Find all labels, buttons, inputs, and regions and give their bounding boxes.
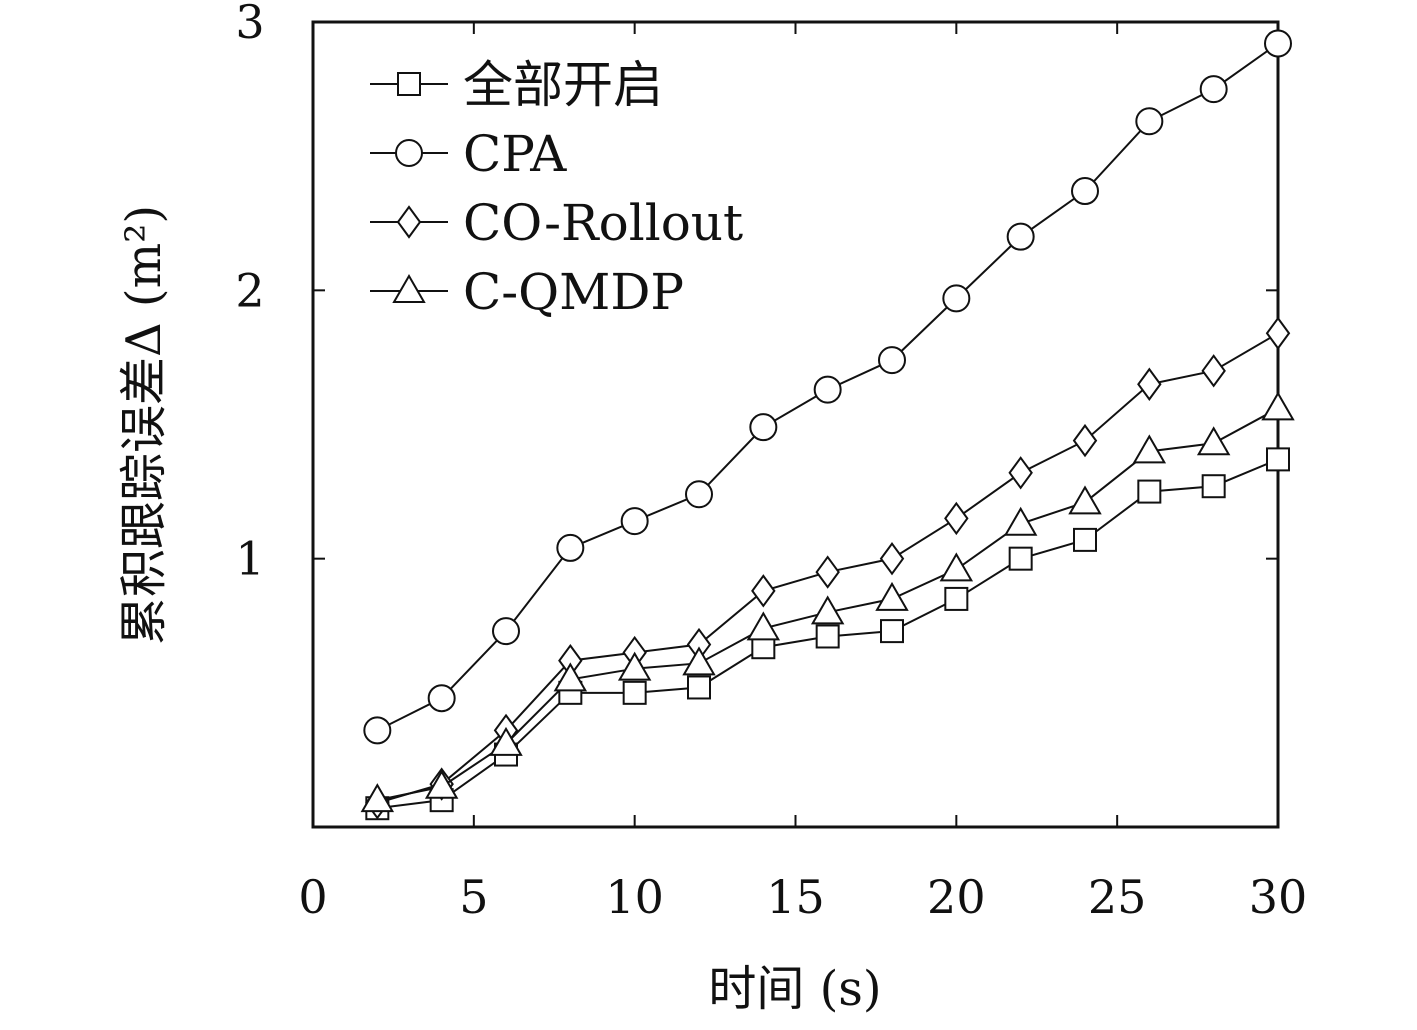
data-point-triangle <box>424 769 459 799</box>
x-tick-label: 25 <box>1088 870 1147 924</box>
y-tick-label: 1 <box>235 532 264 586</box>
data-point-circle <box>1199 75 1228 104</box>
data-point-diamond <box>1008 456 1033 490</box>
data-point-square <box>1073 527 1097 552</box>
data-point-triangle <box>489 726 523 756</box>
data-point-circle <box>1006 222 1035 251</box>
data-point-triangle <box>360 783 395 813</box>
data-point-circle <box>1071 177 1099 206</box>
data-point-circle <box>942 284 971 313</box>
data-point-diamond <box>751 574 776 608</box>
legend-marker-diamond <box>396 205 422 239</box>
data-point-square <box>944 586 969 611</box>
data-point-circle <box>427 684 456 713</box>
axis-ticks <box>313 22 1278 827</box>
legend-item: CO-Rollout <box>370 194 743 252</box>
x-tick-label: 20 <box>927 870 986 924</box>
data-point-square <box>1137 479 1162 504</box>
data-point-square <box>622 680 647 705</box>
data-point-circle <box>363 716 392 745</box>
data-point-triangle <box>553 662 588 692</box>
data-point-square <box>1008 546 1033 571</box>
data-point-circle <box>878 346 906 375</box>
data-point-square <box>1266 447 1290 472</box>
x-tick-label: 30 <box>1249 870 1308 924</box>
data-point-triangle <box>939 552 974 582</box>
data-point-circle <box>749 413 778 442</box>
data-point-triangle <box>682 646 716 676</box>
data-point-triangle <box>1261 391 1295 421</box>
data-point-square <box>1201 474 1226 499</box>
tick-labels: 0 5 10 15 20 25 30 1 2 3 <box>235 0 1307 924</box>
legend-label: CPA <box>463 125 567 183</box>
series-group <box>360 29 1295 821</box>
legend-item: C-QMDP <box>370 263 684 321</box>
data-point-square <box>687 675 711 700</box>
data-point-triangle <box>746 611 781 641</box>
legend-marker-circle <box>395 139 423 167</box>
data-point-diamond <box>1265 316 1291 350</box>
legend-label: 全部开启 <box>463 56 663 114</box>
legend: 全部开启 CPA CO-Rollout C-QMDP <box>370 56 743 321</box>
data-point-triangle <box>1068 485 1102 515</box>
x-tick-label: 5 <box>459 870 488 924</box>
data-point-diamond <box>944 501 969 536</box>
plot-frame <box>311 20 1280 829</box>
legend-item: CPA <box>370 125 567 183</box>
legend-marker-square <box>397 72 421 96</box>
data-point-circle <box>813 375 842 404</box>
legend-label: CO-Rollout <box>463 194 743 252</box>
x-tick-label: 15 <box>766 870 825 924</box>
legend-label: C-QMDP <box>463 263 684 321</box>
data-point-triangle <box>1196 426 1231 456</box>
data-point-diamond <box>815 555 840 589</box>
data-point-diamond <box>1072 423 1098 458</box>
data-point-diamond <box>1137 367 1162 401</box>
y-tick-label: 3 <box>235 0 264 49</box>
data-point-circle <box>685 480 713 509</box>
data-point-triangle <box>617 651 652 681</box>
y-axis-label: 累积跟踪误差Δ (m²) <box>116 205 172 645</box>
data-point-triangle <box>810 595 845 625</box>
x-tick-label: 0 <box>298 870 327 924</box>
data-point-circle <box>492 617 520 646</box>
data-point-circle <box>556 533 585 562</box>
data-point-square <box>815 624 840 649</box>
data-point-square <box>880 619 904 644</box>
series-triangle <box>360 391 1295 813</box>
data-point-diamond <box>879 541 905 576</box>
data-point-circle <box>1135 107 1164 136</box>
legend-marker-triangle <box>392 273 426 303</box>
x-axis-label: 时间 (s) <box>708 961 881 1017</box>
x-tick-label: 10 <box>605 870 664 924</box>
data-point-triangle <box>875 581 909 611</box>
data-point-triangle <box>1132 434 1167 464</box>
data-point-diamond <box>1201 354 1226 388</box>
legend-item: 全部开启 <box>370 56 663 114</box>
data-point-triangle <box>1003 506 1038 536</box>
y-tick-label: 2 <box>235 263 264 317</box>
data-point-circle <box>1264 29 1292 58</box>
data-point-circle <box>620 507 649 536</box>
series-circle <box>363 29 1292 745</box>
